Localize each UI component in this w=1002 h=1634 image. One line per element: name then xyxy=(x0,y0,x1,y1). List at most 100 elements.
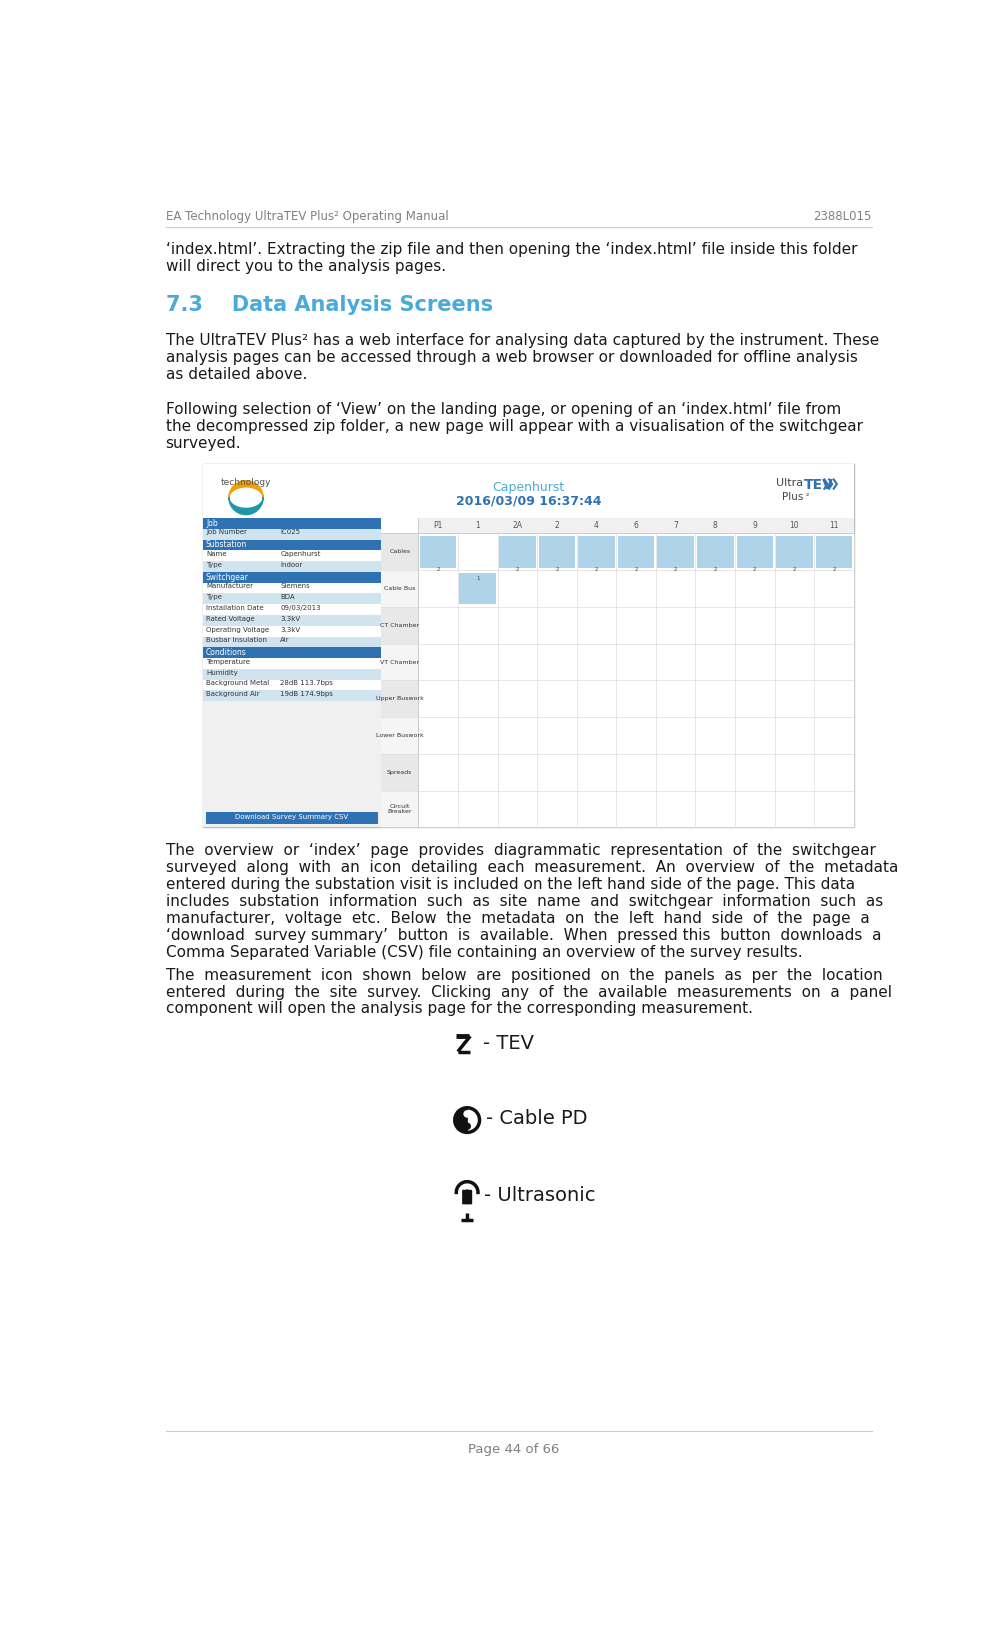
Bar xyxy=(418,680,853,717)
Bar xyxy=(202,593,381,605)
Text: 2: 2 xyxy=(436,567,440,572)
Text: Page 44 of 66: Page 44 of 66 xyxy=(468,1443,559,1456)
Text: Type: Type xyxy=(205,562,221,569)
Text: 2: 2 xyxy=(753,567,756,572)
Text: Upper Buswork: Upper Buswork xyxy=(376,696,423,701)
Circle shape xyxy=(464,1123,470,1129)
Text: Substation: Substation xyxy=(205,541,246,549)
Text: Air: Air xyxy=(281,637,290,644)
Text: manufacturer,  voltage  etc.  Below  the  metadata  on  the  left  hand  side  o: manufacturer, voltage etc. Below the met… xyxy=(165,910,869,925)
Text: ‘index.html’. Extracting the zip file and then opening the ‘index.html’ file ins: ‘index.html’. Extracting the zip file an… xyxy=(165,242,857,257)
Bar xyxy=(202,539,381,551)
Bar xyxy=(656,536,693,567)
Bar xyxy=(617,536,653,567)
Text: 19dB 174.9bps: 19dB 174.9bps xyxy=(281,691,333,698)
Text: - Ultrasonic: - Ultrasonic xyxy=(484,1186,595,1204)
Text: The  overview  or  ‘index’  page  provides  diagrammatic  representation  of  th: The overview or ‘index’ page provides di… xyxy=(165,843,875,858)
Bar xyxy=(381,753,418,791)
Bar xyxy=(202,647,381,659)
Text: Installation Date: Installation Date xyxy=(205,605,264,611)
Text: 3.3kV: 3.3kV xyxy=(281,616,301,621)
Text: 9: 9 xyxy=(752,521,757,529)
Text: as detailed above.: as detailed above. xyxy=(165,368,307,382)
Bar xyxy=(381,717,418,753)
Text: Humidity: Humidity xyxy=(205,670,237,675)
Text: surveyed  along  with  an  icon  detailing  each  measurement.  An  overview  of: surveyed along with an icon detailing ea… xyxy=(165,859,897,874)
Text: Indoor: Indoor xyxy=(281,562,303,569)
Bar xyxy=(205,812,378,825)
Bar xyxy=(420,536,456,567)
Text: Capenhurst: Capenhurst xyxy=(281,551,321,557)
Bar xyxy=(202,572,381,583)
Text: Comma Separated Variable (CSV) file containing an overview of the survey results: Comma Separated Variable (CSV) file cont… xyxy=(165,944,802,959)
Text: BDA: BDA xyxy=(281,595,295,600)
Text: Switchgear: Switchgear xyxy=(205,572,248,582)
Bar xyxy=(202,551,381,560)
Bar xyxy=(202,518,381,529)
Bar xyxy=(202,583,381,593)
Text: The  measurement  icon  shown  below  are  positioned  on  the  panels  as  per : The measurement icon shown below are pos… xyxy=(165,967,882,982)
Text: - Cable PD: - Cable PD xyxy=(485,1109,586,1127)
Text: 1: 1 xyxy=(476,577,479,582)
Bar xyxy=(418,717,853,753)
Text: Capenhurst: Capenhurst xyxy=(492,480,564,493)
Text: 2: 2 xyxy=(594,567,597,572)
Bar xyxy=(735,536,773,567)
Text: 11: 11 xyxy=(829,521,838,529)
Text: - TEV: - TEV xyxy=(482,1034,533,1054)
Bar xyxy=(381,680,418,717)
Text: 2: 2 xyxy=(712,567,716,572)
Bar xyxy=(696,536,732,567)
Text: Conditions: Conditions xyxy=(205,649,246,657)
Text: 7.3    Data Analysis Screens: 7.3 Data Analysis Screens xyxy=(165,294,492,315)
Text: entered  during  the  site  survey.  Clicking  any  of  the  available  measurem: entered during the site survey. Clicking… xyxy=(165,985,891,1000)
Bar xyxy=(381,644,418,680)
Text: VT Chamber: VT Chamber xyxy=(380,660,419,665)
Text: TEV: TEV xyxy=(803,477,833,492)
Text: 2: 2 xyxy=(832,567,835,572)
Polygon shape xyxy=(454,1108,467,1132)
Text: Following selection of ‘View’ on the landing page, or opening of an ‘index.html’: Following selection of ‘View’ on the lan… xyxy=(165,402,840,417)
Text: entered during the substation visit is included on the left hand side of the pag: entered during the substation visit is i… xyxy=(165,877,854,892)
Bar xyxy=(418,644,853,680)
Text: 28dB 113.7bps: 28dB 113.7bps xyxy=(281,680,333,686)
Text: technology: technology xyxy=(220,477,271,487)
Bar xyxy=(202,680,381,691)
Bar xyxy=(202,464,853,518)
Text: The UltraTEV Plus² has a web interface for analysing data captured by the instru: The UltraTEV Plus² has a web interface f… xyxy=(165,333,878,348)
Text: Spreads: Spreads xyxy=(387,770,412,775)
Bar xyxy=(202,659,381,668)
Text: 2: 2 xyxy=(554,521,559,529)
FancyBboxPatch shape xyxy=(462,1190,472,1204)
Bar xyxy=(202,637,381,647)
Text: 6: 6 xyxy=(633,521,638,529)
Text: P1: P1 xyxy=(433,521,442,529)
Text: surveyed.: surveyed. xyxy=(165,436,241,451)
Bar xyxy=(381,606,418,644)
Bar xyxy=(202,614,381,626)
Bar xyxy=(418,791,853,827)
Text: Plus: Plus xyxy=(782,492,803,502)
Text: Manufacturer: Manufacturer xyxy=(205,583,253,590)
Bar xyxy=(381,791,418,827)
Text: includes  substation  information  such  as  site  name  and  switchgear  inform: includes substation information such as … xyxy=(165,894,882,909)
Bar xyxy=(202,668,381,680)
Circle shape xyxy=(228,480,263,515)
Text: EA Technology UltraTEV Plus² Operating Manual: EA Technology UltraTEV Plus² Operating M… xyxy=(165,209,448,222)
Circle shape xyxy=(465,1190,468,1193)
Bar xyxy=(202,518,381,827)
Text: the decompressed zip folder, a new page will appear with a visualisation of the : the decompressed zip folder, a new page … xyxy=(165,420,862,435)
Text: ea: ea xyxy=(235,490,255,505)
Bar xyxy=(202,464,853,827)
Text: Cables: Cables xyxy=(389,549,410,554)
Text: Cable Bus: Cable Bus xyxy=(384,587,415,592)
Text: Job Number: Job Number xyxy=(205,529,246,536)
Text: 2388L015: 2388L015 xyxy=(813,209,871,222)
Text: 10: 10 xyxy=(789,521,799,529)
Bar xyxy=(381,570,418,606)
Bar xyxy=(578,536,614,567)
Text: 4: 4 xyxy=(593,521,598,529)
Text: component will open the analysis page for the corresponding measurement.: component will open the analysis page fo… xyxy=(165,1002,752,1016)
Text: 2: 2 xyxy=(554,567,558,572)
Bar xyxy=(202,626,381,637)
